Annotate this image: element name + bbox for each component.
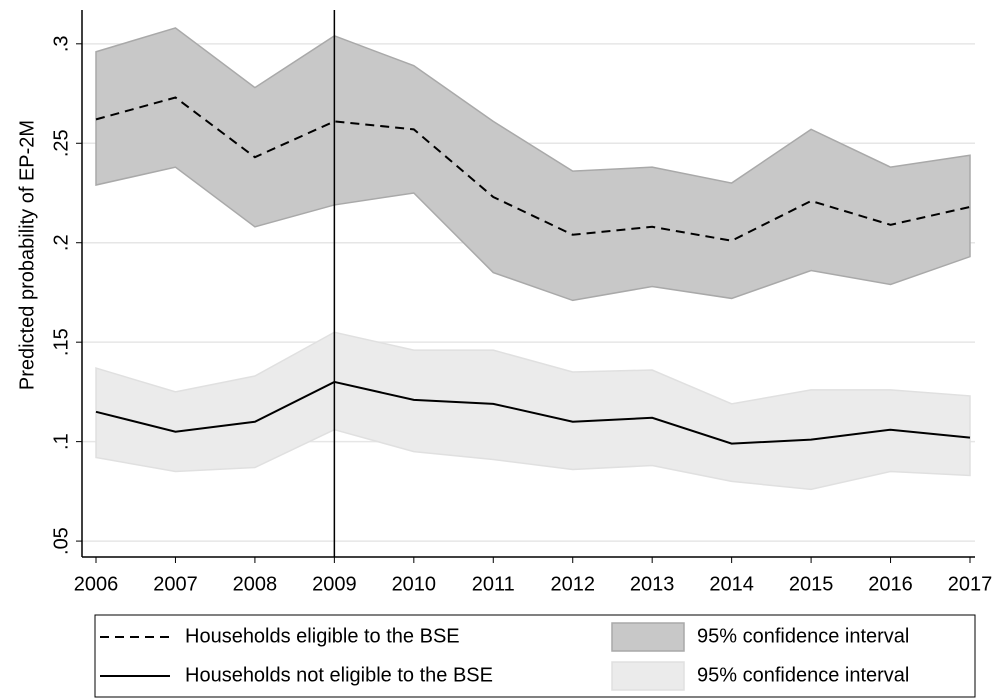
x-tick-label: 2009 — [312, 573, 357, 595]
legend-label: Households not eligible to the BSE — [185, 664, 493, 686]
series-line — [95, 380, 971, 445]
y-tick-label: .1 — [50, 433, 72, 450]
legend-label: 95% confidence interval — [697, 625, 909, 647]
y-tick-label: .05 — [50, 527, 72, 555]
x-tick-label: 2008 — [233, 573, 278, 595]
legend-box — [94, 614, 976, 698]
x-tick-label: 2006 — [74, 573, 119, 595]
legend-label: Households eligible to the BSE — [185, 625, 460, 647]
x-tick-label: 2017 — [948, 573, 993, 595]
x-tick-label: 2015 — [789, 573, 834, 595]
series-line — [95, 96, 971, 242]
x-tick-label: 2013 — [630, 573, 675, 595]
y-axis-label: Predicted probability of EP-2M — [16, 120, 38, 390]
y-tick-label: .15 — [50, 328, 72, 356]
x-tick-label: 2011 — [472, 573, 515, 595]
x-tick-label: 2012 — [550, 573, 595, 595]
y-tick-label: .25 — [50, 129, 72, 157]
legend-label: 95% confidence interval — [697, 664, 909, 686]
y-tick-label: .3 — [50, 35, 72, 52]
x-tick-label: 2014 — [709, 573, 754, 595]
x-tick-label: 2007 — [153, 573, 198, 595]
y-tick-label: .2 — [50, 234, 72, 251]
legend-swatch — [611, 622, 685, 652]
x-tick-label: 2010 — [392, 573, 437, 595]
legend-swatch — [611, 661, 685, 691]
x-tick-label: 2016 — [868, 573, 913, 595]
